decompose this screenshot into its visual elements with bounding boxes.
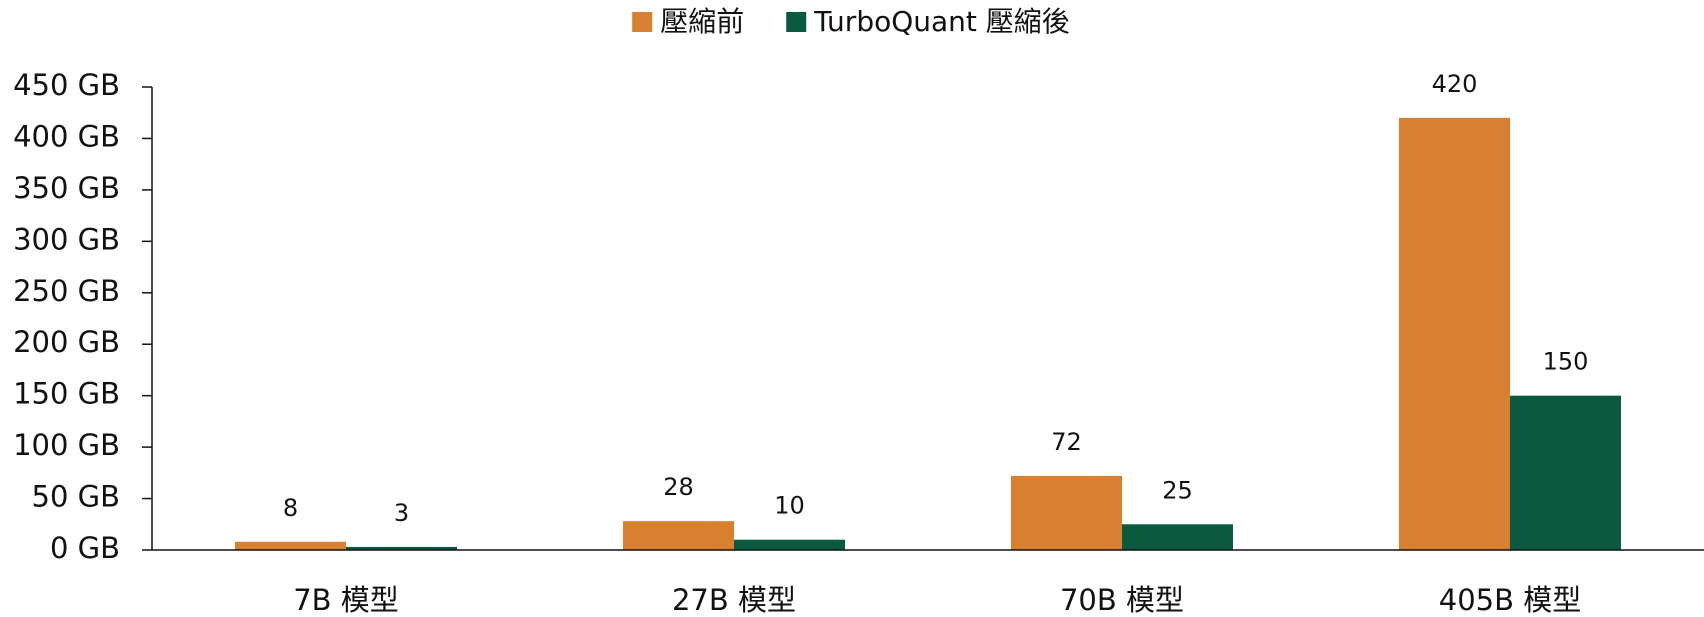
y-tick-label: 200 GB [13,325,120,359]
bar [623,521,734,550]
y-tick-label: 250 GB [13,274,120,308]
legend-swatch [786,12,807,32]
data-label: 8 [283,494,298,522]
legend-label: 壓縮前 [660,5,744,38]
bar [1510,395,1621,550]
y-tick-label: 400 GB [13,119,120,153]
y-tick-label: 300 GB [13,222,120,256]
y-tick-label: 0 GB [50,531,120,565]
data-label: 72 [1051,428,1082,456]
x-tick-label: 405B 模型 [1439,583,1581,617]
y-tick-label: 100 GB [13,428,120,462]
y-tick-label: 150 GB [13,377,120,411]
bar [1011,475,1122,550]
data-label: 10 [774,492,805,520]
x-tick-label: 7B 模型 [293,583,399,617]
legend-swatch [632,12,653,32]
bar [734,539,845,550]
x-tick-label: 70B 模型 [1060,583,1184,617]
data-label: 3 [394,499,409,527]
data-label: 150 [1543,348,1589,376]
bar [1122,524,1233,550]
x-tick-label: 27B 模型 [672,583,796,617]
bar [235,541,346,550]
y-tick-label: 50 GB [32,480,121,514]
legend-label: TurboQuant 壓縮後 [813,5,1070,38]
bar [1399,117,1510,550]
data-label: 420 [1432,70,1478,98]
bar [346,546,457,550]
y-tick-label: 450 GB [13,68,120,102]
y-tick-label: 350 GB [13,171,120,205]
data-label: 25 [1162,476,1193,504]
data-label: 28 [663,473,694,501]
